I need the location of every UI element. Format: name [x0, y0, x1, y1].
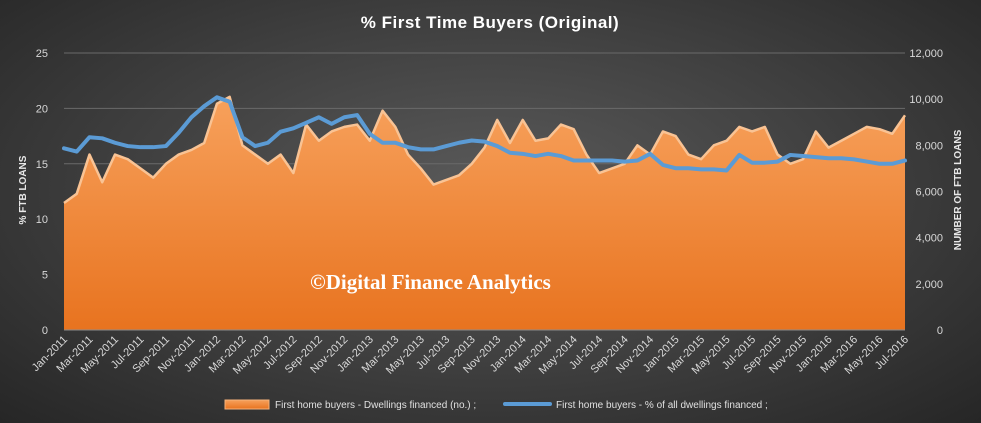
- chart-title: % First Time Buyers (Original): [361, 13, 619, 32]
- y-tick-label-left: 15: [36, 159, 48, 171]
- y-axis-title-right: NUMBER OF FTB LOANS: [953, 129, 964, 250]
- y-tick-label-right: 4,000: [915, 233, 943, 245]
- area-series-layer: [63, 95, 907, 330]
- y-tick-label-left: 10: [36, 214, 48, 226]
- area-series-edge: [63, 95, 907, 205]
- legend: First home buyers - Dwellings financed (…: [224, 399, 768, 411]
- y-tick-label-right: 0: [937, 325, 943, 337]
- area-series-fill: [64, 96, 905, 330]
- legend-label-line: First home buyers - % of all dwellings f…: [556, 400, 768, 411]
- y-tick-label-right: 10,000: [909, 94, 943, 106]
- y-tick-label-left: 25: [36, 48, 48, 60]
- y-tick-label-right: 6,000: [915, 187, 943, 199]
- y-tick-label-left: 5: [42, 270, 48, 282]
- y-tick-label-right: 12,000: [909, 48, 943, 60]
- line-series-layer: [62, 95, 907, 173]
- legend-swatch-area: [224, 399, 270, 410]
- y-tick-label-left: 20: [36, 103, 48, 115]
- y-tick-label-left: 0: [42, 325, 48, 337]
- y-tick-label-right: 2,000: [915, 279, 943, 291]
- watermark: ©Digital Finance Analytics: [310, 270, 551, 294]
- y-tick-label-right: 8,000: [915, 140, 943, 152]
- y-axis-title-left: % FTB LOANS: [18, 155, 29, 224]
- legend-label-area: First home buyers - Dwellings financed (…: [275, 400, 476, 411]
- line-series-pct: [62, 95, 907, 173]
